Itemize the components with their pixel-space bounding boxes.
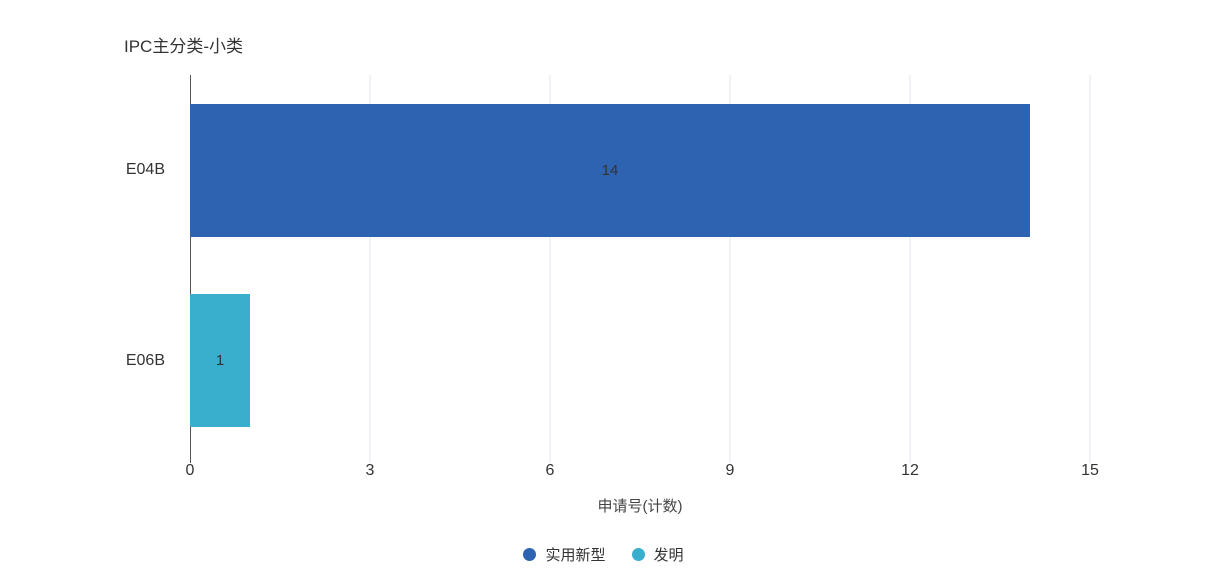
x-axis-title: 申请号(计数) [597,498,683,515]
gridline [1089,75,1091,463]
legend-label: 发明 [653,547,684,564]
y-axis-label-E04B: E04B [125,161,165,179]
y-axis-line [190,75,191,463]
y-axis-label-E06B: E06B [125,351,165,369]
gridline [369,75,371,463]
gridline [729,75,731,463]
x-tick-label: 9 [725,462,735,479]
legend-label: 实用新型 [545,547,606,564]
plot-area: 14 1 [190,75,1091,463]
x-tick-label: 12 [901,462,919,479]
bar-value-label: 1 [215,352,225,370]
x-tick-label: 0 [185,462,195,479]
x-tick-label: 3 [365,462,375,479]
x-tick-labels: 0 3 6 9 12 15 [186,462,1099,484]
gridline [549,75,551,463]
bar-E06B[interactable]: 1 [190,294,250,428]
legend-item-发明[interactable]: 发明 [631,544,684,565]
bar-value-label: 14 [601,161,619,179]
chart-title: IPC主分类-小类 [124,37,243,56]
x-tick-label: 15 [1081,462,1099,479]
legend-swatch-icon [631,548,645,561]
legend-swatch-icon [523,548,537,561]
legend-item-实用新型[interactable]: 实用新型 [523,544,606,565]
x-tick-label: 6 [545,462,555,479]
legend: 实用新型 发明 [0,544,1207,565]
gridline [909,75,911,463]
bar-E04B[interactable]: 14 [190,103,1030,237]
y-axis-labels: E04B E06B [0,75,165,456]
